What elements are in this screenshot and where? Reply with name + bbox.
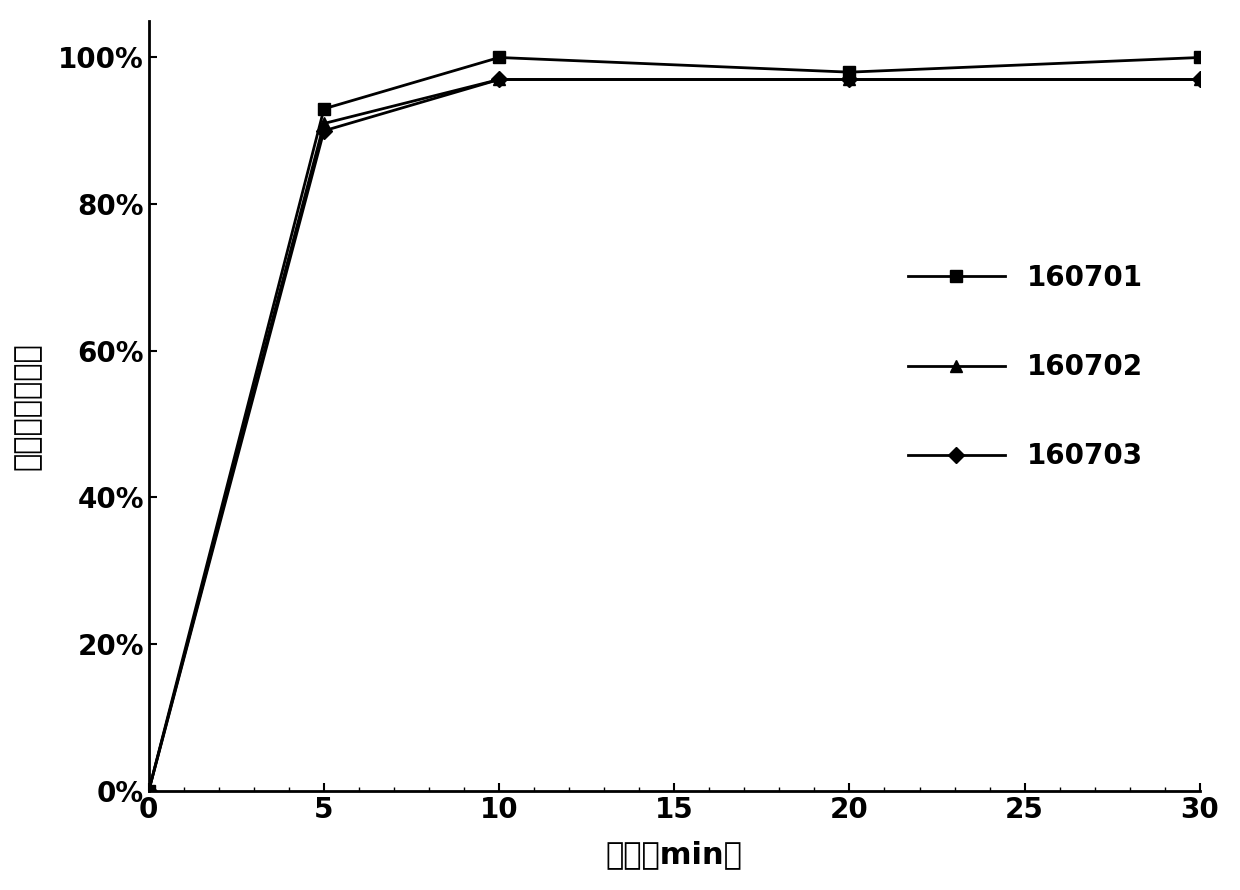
160702 xyxy=(1193,74,1208,85)
Line: 160701: 160701 xyxy=(143,52,1207,797)
160703 xyxy=(141,785,156,796)
160703 xyxy=(1193,74,1208,85)
160703 xyxy=(316,125,331,136)
160701 xyxy=(842,67,857,77)
160702 xyxy=(842,74,857,85)
160701 xyxy=(492,53,507,63)
Line: 160702: 160702 xyxy=(143,73,1207,797)
160702 xyxy=(141,785,156,796)
160702 xyxy=(316,118,331,129)
160702 xyxy=(492,74,507,85)
Legend: 160701, 160702, 160703: 160701, 160702, 160703 xyxy=(897,253,1154,481)
X-axis label: 时间（min）: 时间（min） xyxy=(606,840,743,870)
160703 xyxy=(492,74,507,85)
160701 xyxy=(1193,53,1208,63)
Y-axis label: 累积溶出百分率: 累积溶出百分率 xyxy=(12,342,41,470)
160703 xyxy=(842,74,857,85)
160701 xyxy=(316,103,331,114)
Line: 160703: 160703 xyxy=(144,74,1205,797)
160701 xyxy=(141,785,156,796)
